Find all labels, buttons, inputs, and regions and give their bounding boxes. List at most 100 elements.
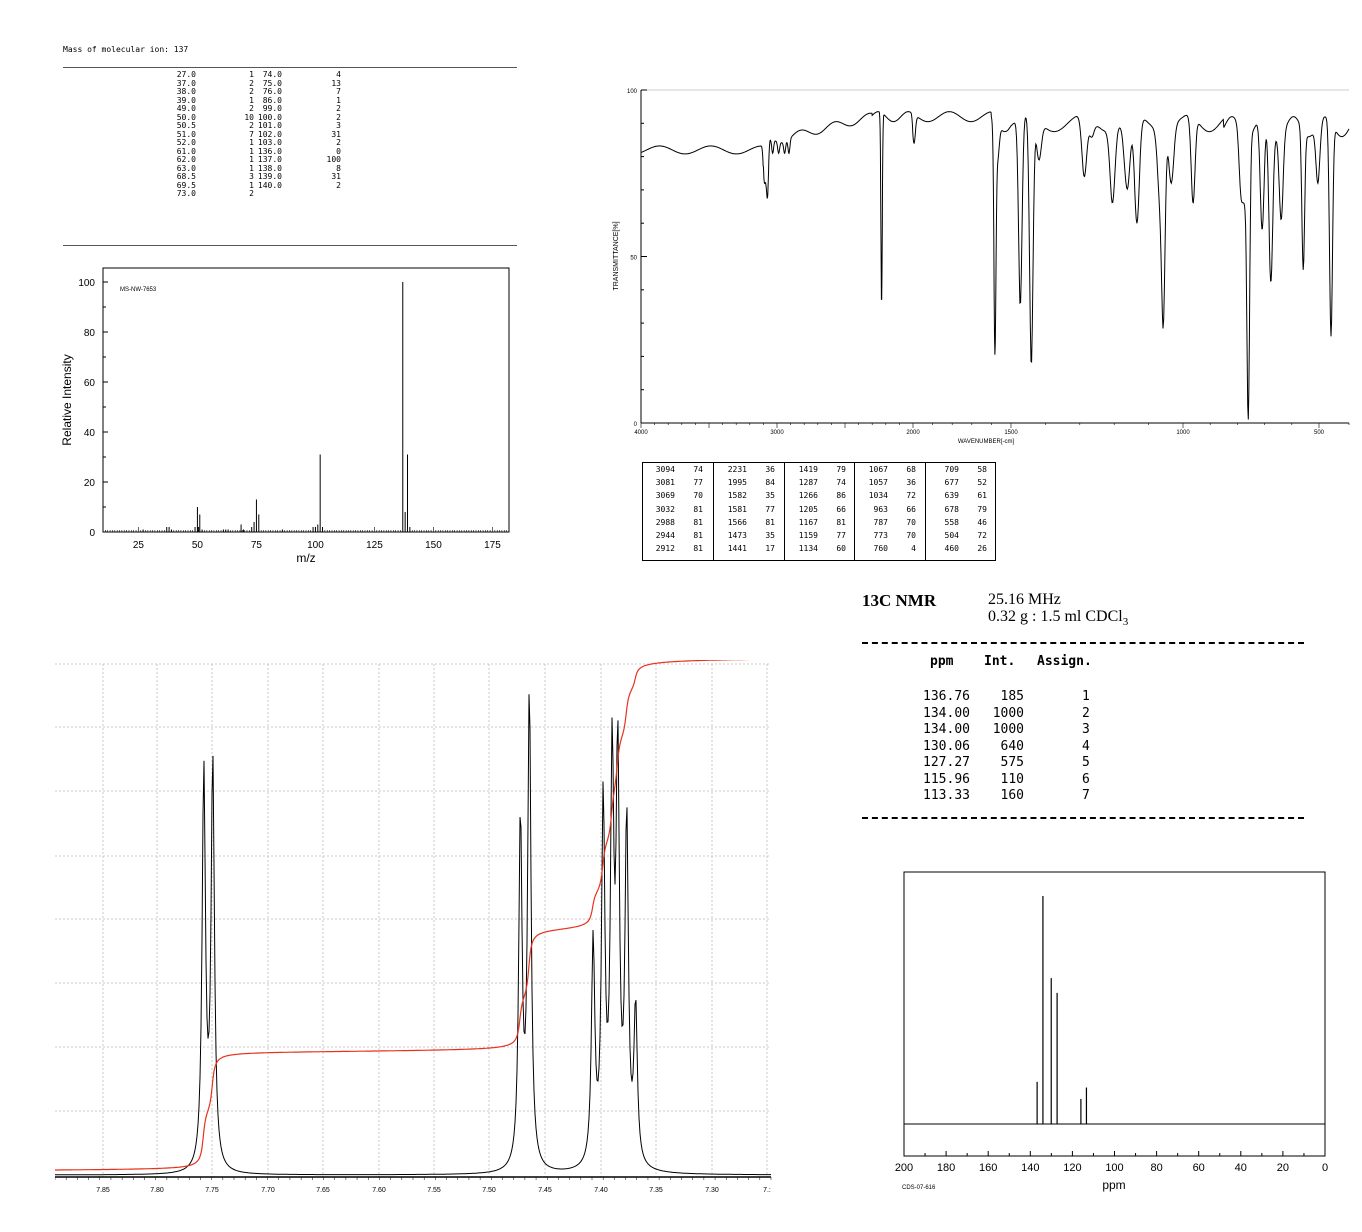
h1-x-tick-label: 7.80 <box>150 1187 164 1194</box>
ms-table-cell: 73.0 <box>176 189 196 198</box>
ir-y-tick-label: 50 <box>630 256 637 262</box>
ms-table-row: 69.5 1 140.0 2 <box>63 180 517 191</box>
ir-wavenumber-cell: 1034 <box>868 491 888 501</box>
c13-table-row: 115.96 110 6 <box>880 772 1110 789</box>
h1-x-tick-label: 7.35 <box>649 1187 663 1194</box>
ms-table-cell: 75.0 <box>262 78 282 88</box>
ms-table-cell: 61.0 <box>176 146 196 156</box>
ms-table-cell: 39.0 <box>176 95 196 105</box>
ms-x-tick-label: 175 <box>484 540 501 551</box>
c13-table-cell: 127.27 <box>923 755 970 770</box>
ir-wavenumber-cell: 1134 <box>798 544 818 554</box>
ms-table-row: 61.0 1 136.0 0 <box>63 146 517 157</box>
ms-table-cell: 102.0 <box>257 129 282 139</box>
ir-transmittance-cell: 4 <box>911 544 916 554</box>
h1-x-tick-label: 7.65 <box>316 1187 330 1194</box>
ir-wavenumber-cell: 1566 <box>727 517 747 527</box>
ir-wavenumber-cell: 760 <box>873 544 888 554</box>
h1-x-tick-label: 7.50 <box>482 1187 496 1194</box>
ms-table-cell: 1 <box>249 155 254 164</box>
ms-table-cell: 7 <box>336 87 341 96</box>
ms-table-cell: 76.0 <box>262 87 282 96</box>
ms-table-row: 63.0 1 138.0 8 <box>63 164 517 174</box>
ms-table-row: 73.0 2 <box>63 189 517 199</box>
ms-table-cell: 99.0 <box>262 104 282 113</box>
ir-transmittance-cell: 68 <box>906 465 916 474</box>
c13-table-row: 136.76 185 1 <box>880 689 1110 706</box>
ms-table-cell: 31 <box>331 172 341 181</box>
ms-table-row: 39.0 1 86.0 1 <box>63 95 517 106</box>
c13-bottom-rule <box>862 817 1304 819</box>
ir-transmittance-cell: 74 <box>836 478 846 488</box>
ms-y-tick-label: 60 <box>84 378 96 389</box>
c13-table-cell: 185 <box>1000 689 1024 704</box>
c13-table-row: 127.27 575 5 <box>880 755 1110 772</box>
ir-transmittance-cell: 52 <box>977 478 987 488</box>
ir-transmittance-cell: 35 <box>765 491 775 501</box>
c13-plot-frame <box>903 871 1326 1157</box>
ms-table-row: 38.0 2 76.0 7 <box>63 87 517 97</box>
ir-transmittance-cell: 77 <box>693 478 703 488</box>
ir-x-tick-label: 1000 <box>1176 430 1190 436</box>
ms-y-tick-label: 40 <box>84 428 96 439</box>
ms-table-top-rule <box>63 67 517 68</box>
ir-transmittance-cell: 61 <box>977 491 987 501</box>
ms-table-cell: 52.0 <box>176 138 196 147</box>
ir-table-column: 1067 68 1057 36 1034 72 963 66 787 70 773 70 760 4 <box>854 462 926 561</box>
ms-table-cell: 69.5 <box>176 180 196 190</box>
c13-sample: 0.32 g : 1.5 ml CDCl3 <box>988 608 1129 629</box>
ms-y-tick-label: 0 <box>89 528 95 539</box>
ms-table-cell: 74.0 <box>262 70 282 79</box>
ir-transmittance-cell: 35 <box>765 531 775 540</box>
ir-transmittance-cell: 70 <box>693 491 703 501</box>
ir-peak-table: 3094 74 3081 77 3069 70 3032 81 2988 81 2944 81 2912… <box>642 462 996 561</box>
ir-wavenumber-cell: 709 <box>944 465 959 474</box>
ms-table-cell: 31 <box>331 129 341 139</box>
ms-table-cell: 100.0 <box>257 112 282 122</box>
ms-table-cell: 62.0 <box>176 155 196 164</box>
ms-table-cell: 68.5 <box>176 172 196 181</box>
ir-transmittance-cell: 36 <box>765 465 775 474</box>
h1-nmr-spectrum-chart: 7.85 7.80 7.75 7.70 7.65 7.60 7.55 7.50 7.45 7.40… <box>55 660 772 1194</box>
c13-x-tick-label: 60 <box>1193 1162 1205 1174</box>
ir-transmittance-cell: 81 <box>693 504 703 514</box>
c13-col-ppm: ppm <box>930 654 954 669</box>
ms-table-row: 52.0 1 103.0 2 <box>63 138 517 148</box>
ir-wavenumber-cell: 1995 <box>727 478 747 488</box>
ir-wavenumber-cell: 3094 <box>655 465 675 474</box>
ir-wavenumber-cell: 1159 <box>798 531 818 540</box>
ir-table-column: 709 58 677 52 639 61 678 79 558 46 504 72 460 26 <box>925 462 997 561</box>
ir-transmittance-cell: 72 <box>977 531 987 540</box>
ms-table-cell: 2 <box>249 104 254 113</box>
ir-wavenumber-cell: 2912 <box>655 544 675 554</box>
c13-header: 13C NMR 25.16 MHz 0.32 g : 1.5 ml CDCl3 <box>862 591 1128 628</box>
ms-table-cell: 100 <box>326 155 341 164</box>
ir-wavenumber-cell: 1057 <box>868 478 888 488</box>
ms-table-title: Mass of molecular ion: 137 <box>63 45 189 54</box>
c13-table-cell: 5 <box>1082 755 1090 770</box>
ir-wavenumber-cell: 1205 <box>798 504 818 514</box>
c13-x-tick-label: 180 <box>937 1162 955 1174</box>
ms-table-row: 37.0 2 75.0 13 <box>63 78 517 89</box>
ms-peak-table: 27.0 1 74.0 4 37.0 2 75.0 13 38.0 2 76.0 7 39.0 1 86.0… <box>63 70 517 199</box>
c13-table-cell: 4 <box>1082 738 1090 754</box>
c13-top-rule <box>862 642 1304 644</box>
ir-transmittance-cell: 81 <box>765 517 775 527</box>
h1-x-tick-label: 7.: <box>763 1187 771 1194</box>
c13-peak-table: 136.76 185 1 134.00 1000 2 134.00 1000 3 130.06 64… <box>880 689 1110 805</box>
c13-table-cell: 3 <box>1082 722 1090 737</box>
ir-transmittance-cell: 60 <box>836 544 846 554</box>
ir-transmittance-cell: 72 <box>906 491 916 501</box>
ir-wavenumber-cell: 3081 <box>655 478 675 488</box>
ms-table-cell: 139.0 <box>257 172 282 181</box>
ir-transmittance-cell: 26 <box>977 544 987 554</box>
c13-table-row: 113.33 160 7 <box>880 788 1110 805</box>
c13-table-cell: 136.76 <box>923 689 970 704</box>
ms-table-row: 62.0 1 137.0 100 <box>63 155 517 165</box>
ir-y-axis-label: TRANSMITTANCE[%] <box>613 221 620 290</box>
ir-transmittance-cell: 70 <box>906 531 916 540</box>
ms-spectrum-chart: MS-NW-7653 0 20 40 60 80 100 25 50 75 100 125 150 17… <box>60 267 510 565</box>
ir-wavenumber-cell: 1167 <box>798 517 818 527</box>
ms-table-cell: 136.0 <box>257 146 282 156</box>
ms-table-cell: 86.0 <box>262 95 282 105</box>
